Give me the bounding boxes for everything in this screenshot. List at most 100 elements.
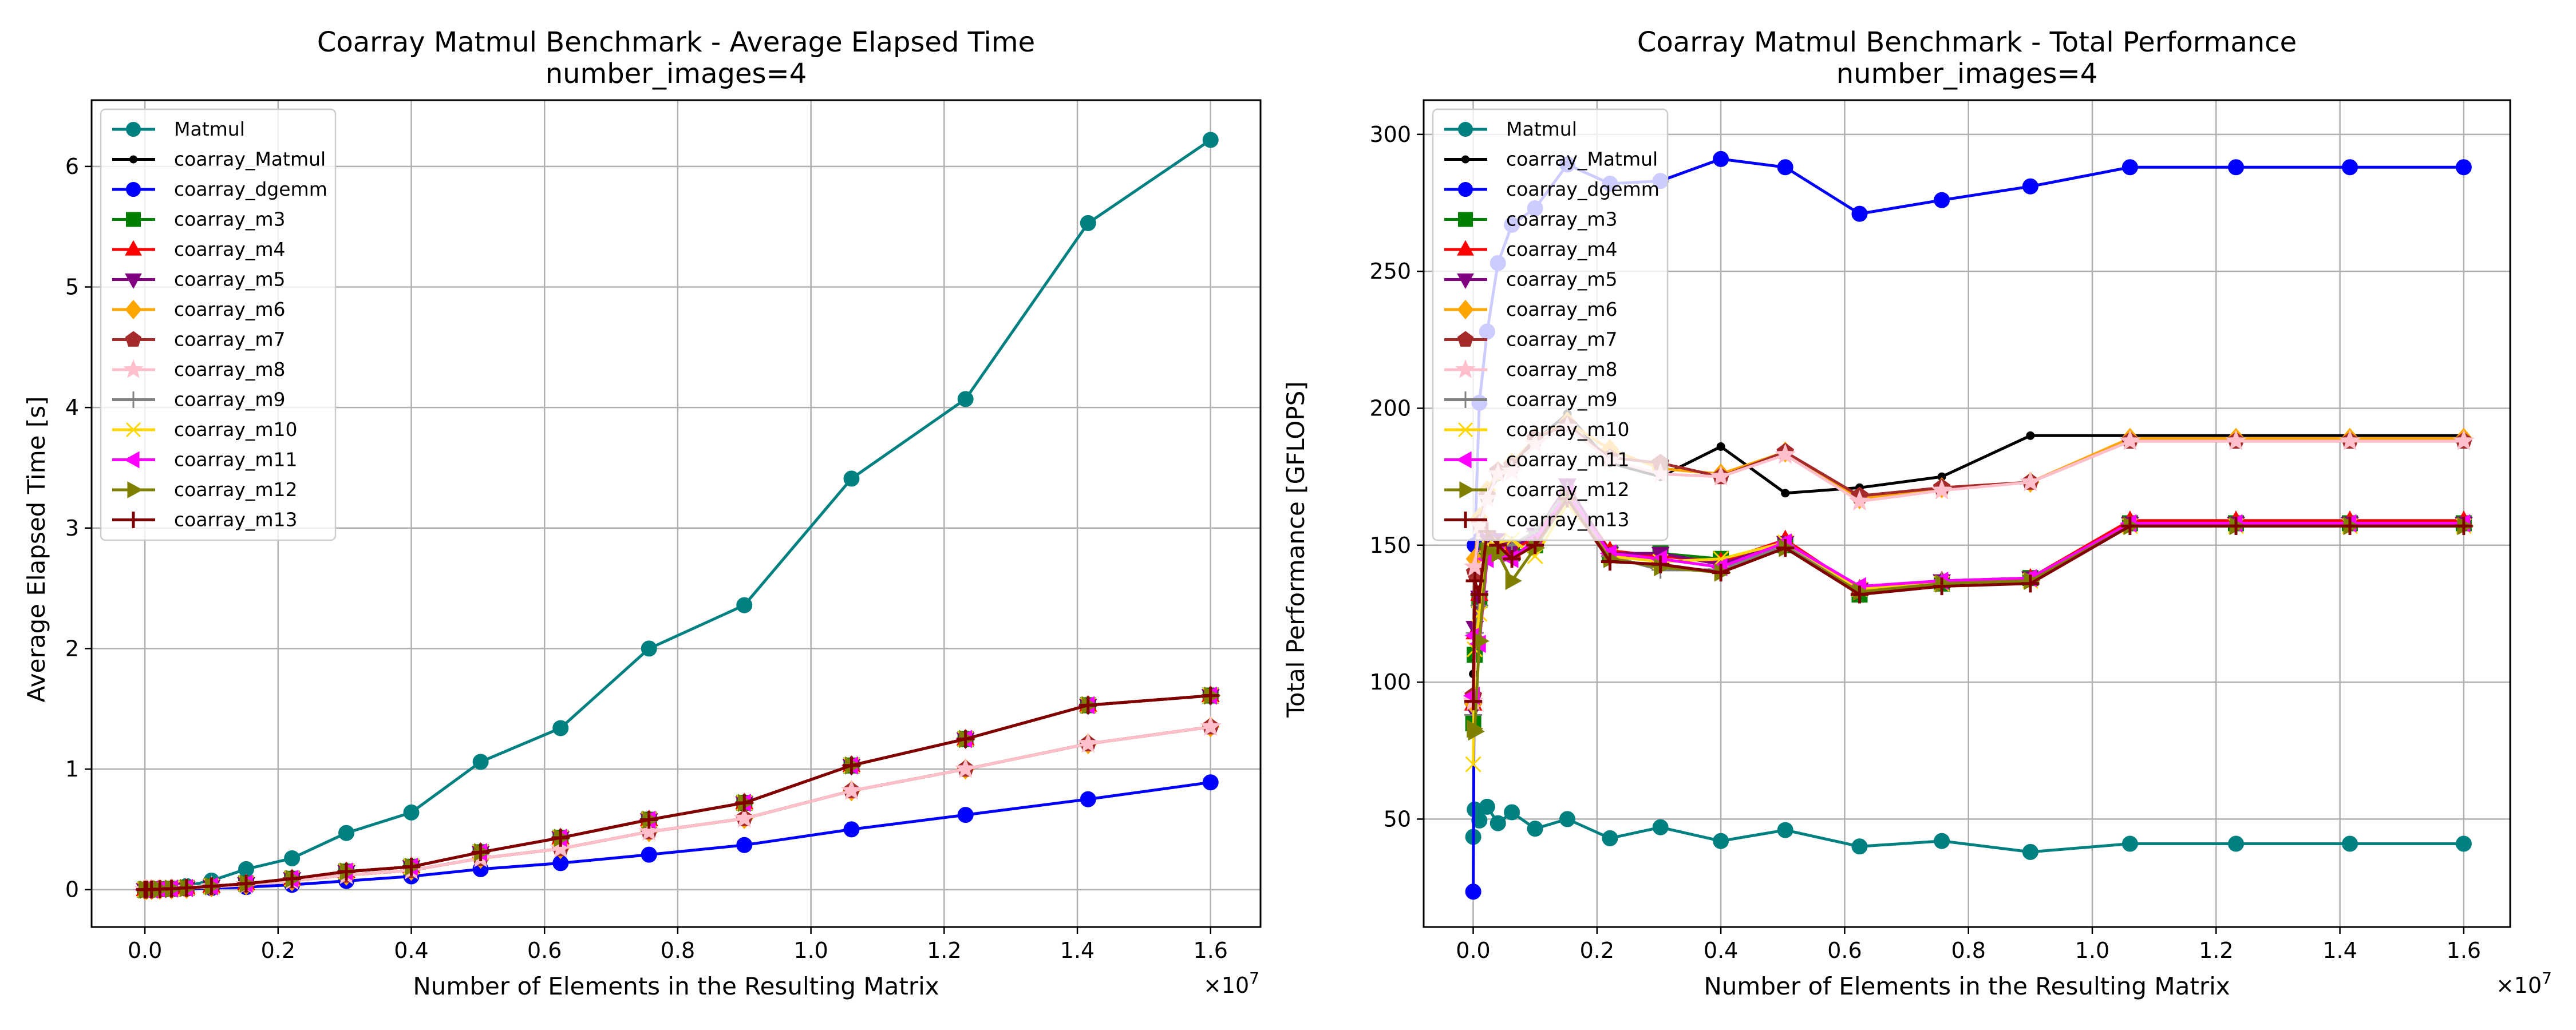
x-offset-label: ×107: [1203, 969, 1259, 998]
legend-item: coarray_m3: [112, 208, 286, 231]
data-point: [1652, 555, 1670, 573]
legend-label: coarray_m11: [1506, 449, 1630, 471]
data-point: [177, 879, 196, 897]
x-tick-label: 0.6: [527, 938, 562, 963]
legend-label: coarray_m4: [174, 238, 286, 260]
legend-item: coarray_m8: [112, 358, 286, 381]
y-tick-label: 2: [65, 636, 79, 661]
legend-marker: [126, 122, 141, 137]
x-tick-label: 1.6: [2447, 938, 2481, 963]
x-offset-exponent: 7: [2542, 969, 2552, 988]
data-point: [2339, 430, 2361, 450]
data-point: [1934, 192, 1950, 208]
data-point: [957, 807, 974, 823]
data-point: [2455, 517, 2473, 535]
legend-item: coarray_m4: [112, 238, 286, 260]
data-point: [641, 846, 657, 863]
legend-marker: [1457, 331, 1474, 347]
data-point: [1601, 552, 1619, 571]
data-point: [1504, 804, 1520, 821]
y-tick-label: 250: [1369, 259, 1411, 284]
plot-frame: [90, 99, 1262, 928]
data-point: [1479, 798, 1495, 815]
legend-marker: [127, 481, 143, 498]
data-point: [284, 850, 301, 866]
legend-marker: [1457, 512, 1474, 528]
data-point: [1468, 722, 1485, 741]
data-point: [2225, 430, 2247, 450]
legend-item: Matmul: [112, 118, 245, 140]
data-point: [1776, 538, 1795, 557]
legend-item: coarray_m10: [1444, 418, 1630, 441]
data-point: [1851, 838, 1868, 855]
y-tick-label: 3: [65, 516, 79, 541]
data-point: [2228, 159, 2245, 176]
legend-marker: [1455, 359, 1476, 378]
data-point: [1652, 819, 1669, 835]
data-point: [733, 807, 755, 828]
data-point: [640, 810, 658, 829]
legend-marker: [129, 155, 137, 164]
chart-title: Coarray Matmul Benchmark - Average Elaps…: [317, 26, 1035, 58]
legend-marker: [1459, 481, 1475, 498]
y-tick-label: 300: [1369, 122, 1411, 147]
legend-label: coarray_m6: [1506, 298, 1618, 320]
legend-marker: [1457, 391, 1474, 408]
x-tick-label: 1.4: [1060, 938, 1095, 963]
legend-marker: [1458, 212, 1473, 227]
legend-label: coarray_m3: [1506, 208, 1618, 231]
legend-label: coarray_m9: [174, 389, 286, 411]
chart-subtitle: number_images=4: [1836, 58, 2098, 90]
y-tick-label: 0: [65, 877, 79, 902]
data-point: [2455, 159, 2472, 176]
data-point: [1077, 732, 1099, 753]
data-point: [1527, 821, 1543, 837]
data-point: [163, 880, 181, 898]
data-point: [954, 758, 977, 778]
legend-label: coarray_Matmul: [174, 148, 326, 171]
data-point: [1079, 696, 1097, 715]
data-point: [2026, 431, 2035, 440]
data-point: [2341, 517, 2359, 535]
x-ticks: 0.0 0.2 0.4 0.6 0.8 1.0 1.2 1.4 1.6: [1456, 927, 2481, 963]
legend: Matmul coarray_Matmul coarray_dgemmcoarray…: [1432, 108, 1669, 541]
legend-item: coarray_m10: [112, 418, 298, 441]
legend-label: coarray_m8: [1506, 358, 1618, 381]
data-point: [2453, 430, 2475, 450]
legend-item: coarray_dgemm: [112, 178, 327, 200]
data-point: [957, 391, 974, 407]
data-point: [1464, 556, 1485, 576]
legend-box: [100, 108, 337, 541]
legend-label: coarray_m10: [1506, 418, 1630, 441]
data-point: [840, 779, 863, 800]
legend-item: coarray_m12: [112, 478, 298, 501]
x-tick-label: 1.0: [793, 938, 828, 963]
legend-label: coarray_m7: [174, 328, 286, 351]
legend-marker: [1457, 422, 1473, 438]
legend-item: coarray_m9: [1444, 389, 1618, 411]
data-point: [2342, 835, 2358, 852]
data-point: [1851, 205, 1868, 222]
x-offset-mantissa: ×10: [1203, 973, 1249, 998]
x-tick-label: 1.4: [2322, 938, 2357, 963]
legend-item: coarray_m6: [1444, 298, 1618, 320]
legend-label: coarray_m10: [174, 418, 298, 441]
legend-marker: [123, 359, 144, 378]
chart-title: Coarray Matmul Benchmark - Total Perform…: [1637, 26, 2297, 58]
x-tick-label: 0.6: [1827, 938, 1862, 963]
data-point: [843, 470, 860, 487]
legend-item: coarray_m5: [112, 268, 286, 291]
legend-label: coarray_m13: [174, 509, 298, 531]
legend-item: coarray_m11: [112, 449, 298, 471]
y-tick-label: 6: [65, 154, 79, 179]
x-tick-label: 0.8: [661, 938, 695, 963]
data-point: [472, 843, 490, 862]
data-point: [1848, 490, 1871, 511]
data-point: [1470, 585, 1488, 604]
legend-marker: [1457, 240, 1474, 256]
legend-label: Matmul: [174, 118, 245, 140]
legend-marker: [126, 212, 141, 227]
x-tick-label: 0.8: [1951, 938, 1985, 963]
data-point: [1781, 489, 1790, 498]
